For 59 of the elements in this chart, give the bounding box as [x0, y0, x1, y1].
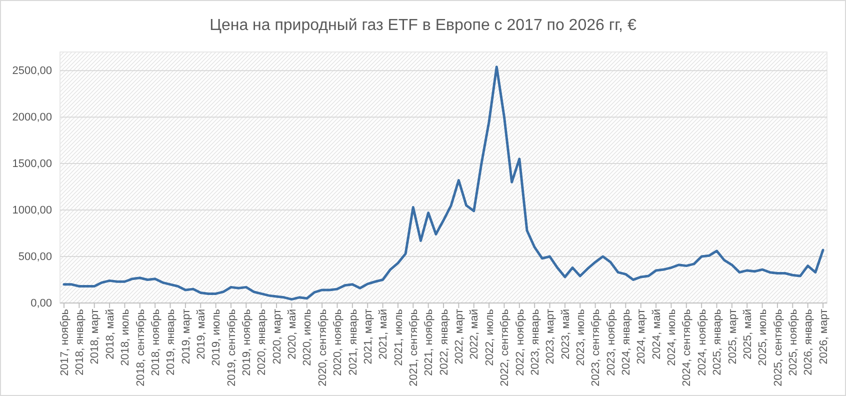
x-tick-label: 2017, ноябрь	[58, 308, 71, 376]
x-tick-label: 2019, март	[180, 309, 192, 364]
x-tick-label: 2020, июль	[302, 308, 314, 366]
x-tick-label: 2020, январь	[256, 308, 268, 376]
x-tick-label: 2022, ноябрь	[514, 308, 526, 376]
x-tick-label: 2023, сентябрь	[590, 308, 602, 386]
x-tick-label: 2023, январь	[529, 308, 542, 376]
x-tick-label: 2026, март	[818, 309, 830, 364]
x-tick-label: 2019, июль	[210, 308, 223, 366]
chart-title: Цена на природный газ ETF в Европе с 2017 по 2026 гг, €	[210, 17, 636, 34]
y-tick-label: 1500,00	[12, 158, 52, 170]
x-tick-label: 2024, май	[650, 309, 663, 360]
x-tick-label: 2025, июль	[757, 308, 770, 366]
x-tick-label: 2018, март	[89, 309, 102, 364]
y-tick-label: 0,00	[30, 298, 52, 310]
x-tick-label: 2025, сентябрь	[772, 308, 784, 386]
y-tick-label: 1000,00	[12, 204, 52, 217]
x-tick-label: 2022, март	[454, 309, 466, 364]
line-series	[62, 66, 824, 301]
x-tick-label: 2021, январь	[347, 308, 360, 376]
x-tick-label: 2025, ноябрь	[787, 308, 800, 376]
x-tick-label: 2020, май	[286, 309, 299, 360]
x-tick-label: 2021, март	[362, 309, 374, 364]
x-tick-label: 2024, январь	[620, 308, 633, 376]
x-tick-label: 2018, январь	[74, 308, 86, 376]
x-tick-label: 2024, март	[636, 309, 648, 364]
x-tick-label: 2018, сентябрь	[134, 308, 147, 386]
x-tick-label: 2020, ноябрь	[332, 308, 344, 376]
x-tick-label: 2023, май	[560, 309, 572, 360]
x-tick-label: 2019, сентябрь	[226, 308, 238, 386]
x-tick-label: 2024, июль	[666, 308, 678, 366]
x-tick-label: 2018, июль	[120, 308, 132, 366]
x-tick-label: 2019, ноябрь	[241, 308, 254, 376]
x-tick-label: 2019, январь	[165, 308, 178, 376]
x-tick-label: 2020, сентябрь	[316, 308, 329, 386]
y-tick-label: 2000,00	[12, 112, 52, 124]
x-tick-label: 2025, март	[726, 309, 739, 364]
x-tick-label: 2018, май	[104, 309, 116, 360]
x-tick-label: 2023, март	[544, 309, 557, 364]
x-tick-label: 2022, сентябрь	[499, 308, 512, 386]
x-tick-label: 2021, июль	[392, 308, 405, 366]
x-tick-label: 2022, июль	[484, 308, 496, 366]
x-tick-label: 2022, май	[468, 309, 481, 360]
x-tick-label: 2022, январь	[438, 308, 450, 376]
x-tick-label: 2024, ноябрь	[696, 308, 708, 376]
y-tick-label: 500,00	[18, 251, 52, 264]
x-tick-label: 2025, январь	[712, 308, 724, 376]
x-tick-label: 2020, март	[271, 309, 284, 364]
x-tick-label: 2021, май	[378, 309, 390, 360]
x-tick-label: 2018, ноябрь	[150, 308, 162, 376]
x-tick-label: 2024, сентябрь	[681, 308, 694, 386]
x-tick-label: 2025, май	[742, 309, 754, 360]
x-tick-label: 2023, июль	[574, 308, 587, 366]
x-tick-label: 2021, сентябрь	[408, 308, 420, 386]
x-tick-label: 2019, май	[195, 309, 208, 360]
y-tick-label: 2500,00	[12, 65, 52, 78]
x-tick-label: 2023, ноябрь	[605, 308, 618, 376]
x-tick-label: 2021, ноябрь	[423, 308, 436, 376]
x-tick-label: 2026, январь	[802, 308, 815, 376]
